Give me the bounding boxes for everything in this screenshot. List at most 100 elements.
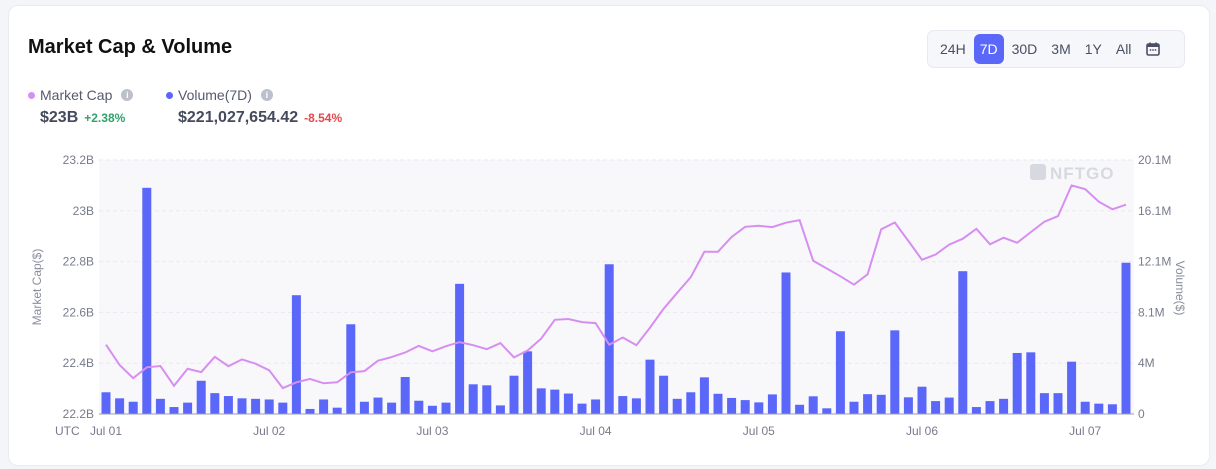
volume-bar — [835, 331, 845, 414]
volume-label: Volume(7D) — [178, 87, 252, 103]
right-axis-title: Volume($) — [1173, 261, 1187, 316]
page-title: Market Cap & Volume — [28, 36, 233, 58]
volume-bar — [414, 400, 424, 414]
market-cap-value-row: $23B +2.38% — [40, 109, 125, 127]
market-cap-line — [105, 184, 1127, 390]
volume-bar — [591, 399, 601, 414]
right-y-tick-label: 16.1M — [1138, 204, 1171, 218]
volume-bar — [645, 359, 655, 414]
volume-bar — [713, 393, 723, 414]
left-axis-title: Market Cap($) — [30, 249, 44, 326]
volume-bar — [155, 398, 165, 414]
time-range-selector: 24H 7D 30D 3M 1Y All — [927, 30, 1185, 68]
volume-bar — [754, 402, 764, 414]
volume-bar — [373, 397, 383, 414]
market-cap-value: $23B — [40, 109, 79, 126]
volume-bar — [917, 386, 927, 414]
volume-bar — [1012, 352, 1022, 414]
right-y-tick-label: 0 — [1138, 407, 1145, 421]
range-1y-button[interactable]: 1Y — [1084, 41, 1102, 57]
volume-dot-icon — [166, 91, 173, 99]
volume-bar — [563, 393, 573, 414]
volume-bar — [971, 407, 981, 414]
volume-bar — [1080, 401, 1090, 414]
volume-bar — [196, 380, 206, 414]
volume-bar — [1067, 361, 1077, 414]
volume-bar — [264, 399, 274, 414]
volume-bar — [536, 388, 546, 414]
volume-bar — [876, 394, 886, 414]
volume-bar — [699, 377, 709, 414]
volume-bar — [509, 375, 519, 414]
market-cap-dot-icon — [28, 91, 35, 99]
volume-bar — [903, 397, 913, 414]
volume-bar — [400, 376, 410, 414]
range-7d-button[interactable]: 7D — [973, 34, 1004, 64]
volume-bar — [1026, 352, 1036, 414]
volume-bar — [455, 283, 465, 414]
volume-bar — [1039, 393, 1049, 414]
volume-bar — [305, 408, 315, 414]
legend-market-cap[interactable]: Market Cap i — [28, 87, 134, 103]
volume-value: $221,027,654.42 — [178, 109, 299, 126]
range-3m-button[interactable]: 3M — [1051, 41, 1071, 57]
left-y-tick-label: 23.2B — [63, 153, 94, 167]
volume-bar — [985, 401, 995, 414]
volume-bar — [101, 392, 111, 414]
volume-bar — [795, 404, 805, 414]
left-y-tick-label: 22.6B — [63, 305, 94, 319]
x-tick-label: Jul 01 — [90, 424, 122, 438]
info-icon[interactable]: i — [260, 89, 273, 101]
market-cap-change: +2.38% — [84, 111, 126, 125]
range-24h-button[interactable]: 24H — [940, 41, 966, 57]
volume-bar — [727, 397, 737, 414]
volume-bar — [169, 407, 179, 414]
x-tick-label: Jul 07 — [1069, 424, 1101, 438]
volume-bar — [822, 408, 832, 414]
volume-bar — [781, 272, 791, 414]
volume-bar — [631, 398, 641, 414]
volume-bar — [808, 396, 818, 414]
volume-bar — [740, 400, 750, 414]
utc-label: UTC — [55, 424, 80, 438]
volume-bar — [237, 398, 247, 414]
volume-change: -8.54% — [304, 111, 343, 125]
volume-bar — [482, 385, 492, 414]
volume-bar — [223, 396, 233, 414]
volume-bar — [251, 398, 261, 414]
volume-bar — [1121, 262, 1131, 414]
volume-bar — [319, 399, 329, 414]
volume-bar — [278, 402, 288, 414]
volume-bar — [346, 324, 356, 414]
volume-bar — [890, 330, 900, 414]
volume-bar — [210, 393, 220, 414]
range-all-button[interactable]: All — [1115, 41, 1132, 57]
x-tick-label: Jul 02 — [253, 424, 285, 438]
x-tick-label: Jul 03 — [416, 424, 448, 438]
right-y-tick-label: 4M — [1138, 356, 1155, 370]
legend-volume[interactable]: Volume(7D) i — [166, 87, 273, 103]
volume-value-row: $221,027,654.42 -8.54% — [178, 109, 342, 127]
range-30d-button[interactable]: 30D — [1011, 41, 1038, 57]
info-icon[interactable]: i — [121, 89, 134, 101]
volume-bar — [1094, 403, 1104, 414]
right-y-tick-label: 20.1M — [1138, 153, 1171, 167]
left-y-tick-label: 22.2B — [63, 407, 94, 421]
calendar-icon[interactable] — [1139, 34, 1167, 64]
volume-bar — [1107, 404, 1117, 414]
volume-bar — [944, 397, 954, 414]
nftgo-watermark: NFTGO — [1030, 164, 1115, 183]
market-cap-label: Market Cap — [40, 87, 113, 103]
volume-bar — [1053, 393, 1063, 414]
volume-bar — [427, 405, 437, 414]
volume-bar — [142, 187, 152, 414]
left-y-tick-label: 22.8B — [63, 255, 94, 269]
svg-text:NFTGO: NFTGO — [1050, 164, 1115, 183]
x-tick-label: Jul 06 — [906, 424, 938, 438]
volume-bar — [550, 389, 560, 414]
x-tick-label: Jul 05 — [743, 424, 775, 438]
volume-bar — [387, 402, 397, 414]
volume-bar — [849, 401, 859, 414]
volume-bar — [659, 375, 669, 414]
